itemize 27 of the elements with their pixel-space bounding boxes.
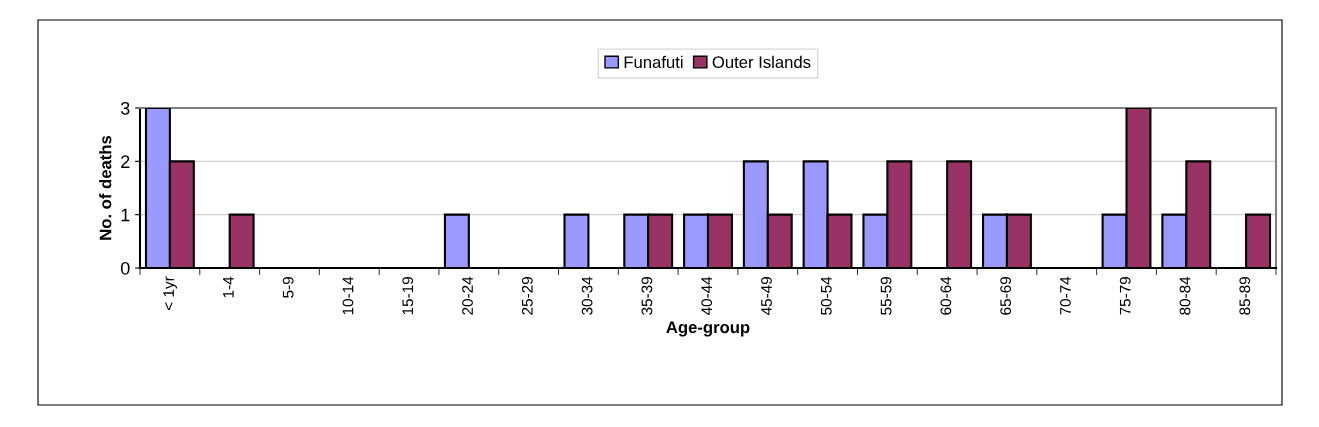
x-tick-label: 85-89	[1239, 277, 1251, 315]
x-tick-label: 55-59	[880, 277, 892, 315]
y-tick-label: 0	[120, 261, 130, 275]
x-tick-label: 70-74	[1060, 276, 1071, 315]
x-tick-label: 25-29	[521, 277, 533, 315]
x-tick-label: 15-19	[402, 277, 414, 315]
legend-label: Outer Islands	[712, 55, 811, 69]
y-tick-label: 1	[121, 208, 130, 222]
x-tick-label: 10-14	[342, 276, 354, 315]
x-tick-label: 65-69	[1000, 277, 1012, 315]
x-tick-label: 45-49	[761, 277, 772, 316]
x-tick-label: 50-54	[820, 276, 832, 315]
x-tick-label: 30-34	[581, 276, 593, 315]
y-tick-label: 2	[121, 155, 130, 168]
x-tick-label: 35-39	[641, 277, 653, 315]
x-tick-label: 75-79	[1119, 277, 1131, 315]
x-tick-label: 40-44	[701, 276, 713, 316]
legend-label: Funafuti	[624, 55, 683, 69]
x-tick-label: 60-64	[940, 276, 952, 315]
y-tick-label: 3	[120, 101, 130, 115]
x-axis-title: Age-group	[666, 321, 750, 337]
x-tick-label: 20-24	[462, 276, 473, 315]
x-tick-label: 80-84	[1179, 276, 1191, 315]
y-axis-title: No. of deaths	[99, 135, 112, 240]
x-tick-label: < 1yr	[163, 276, 178, 310]
x-tick-label: 5-9	[282, 277, 294, 298]
x-tick-label: 1-4	[223, 276, 234, 298]
